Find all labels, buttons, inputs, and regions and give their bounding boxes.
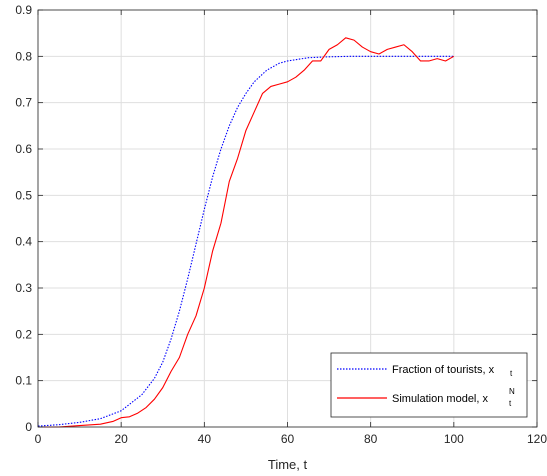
x-tick-label: 80 [364, 432, 378, 446]
y-tick-label: 0.8 [15, 49, 32, 63]
y-tick-label: 0.7 [15, 96, 32, 110]
legend-subscript-simulation-model: t [509, 399, 512, 408]
legend: Fraction of tourists, x t Simulation mod… [330, 352, 528, 418]
x-tick-label: 20 [114, 432, 128, 446]
ticks: 0 20 40 60 80 100 120 0 0.1 0.2 0.3 0.4 0.5 0.6 0.7 0.8… [15, 3, 547, 446]
y-tick-label: 0.3 [15, 281, 32, 295]
legend-box [330, 352, 528, 418]
legend-label-fraction-of-tourists: Fraction of tourists, x [392, 364, 495, 376]
y-tick-label: 0.4 [15, 235, 32, 249]
series-line-simulation-model [38, 37, 455, 428]
series-line-fraction-of-tourists [37, 55, 454, 427]
x-tick-label: 40 [198, 432, 212, 446]
y-tick-label: 0.9 [15, 3, 32, 17]
y-tick-label: 0.6 [15, 142, 32, 156]
y-tick-label: 0 [25, 420, 32, 434]
x-tick-label: 60 [281, 432, 295, 446]
legend-label-simulation-model: Simulation model, x [392, 393, 488, 405]
x-axis-label: Time, t [268, 457, 308, 472]
x-tick-label: 120 [527, 432, 547, 446]
y-tick-label: 0.1 [15, 374, 32, 388]
series-layer [37, 37, 455, 428]
legend-superscript-simulation-model: N [509, 387, 515, 396]
x-tick-label: 0 [35, 432, 42, 446]
x-tick-label: 100 [444, 432, 464, 446]
y-tick-label: 0.5 [15, 188, 32, 202]
y-tick-label: 0.2 [15, 327, 32, 341]
legend-subscript-fraction-of-tourists: t [510, 369, 513, 378]
